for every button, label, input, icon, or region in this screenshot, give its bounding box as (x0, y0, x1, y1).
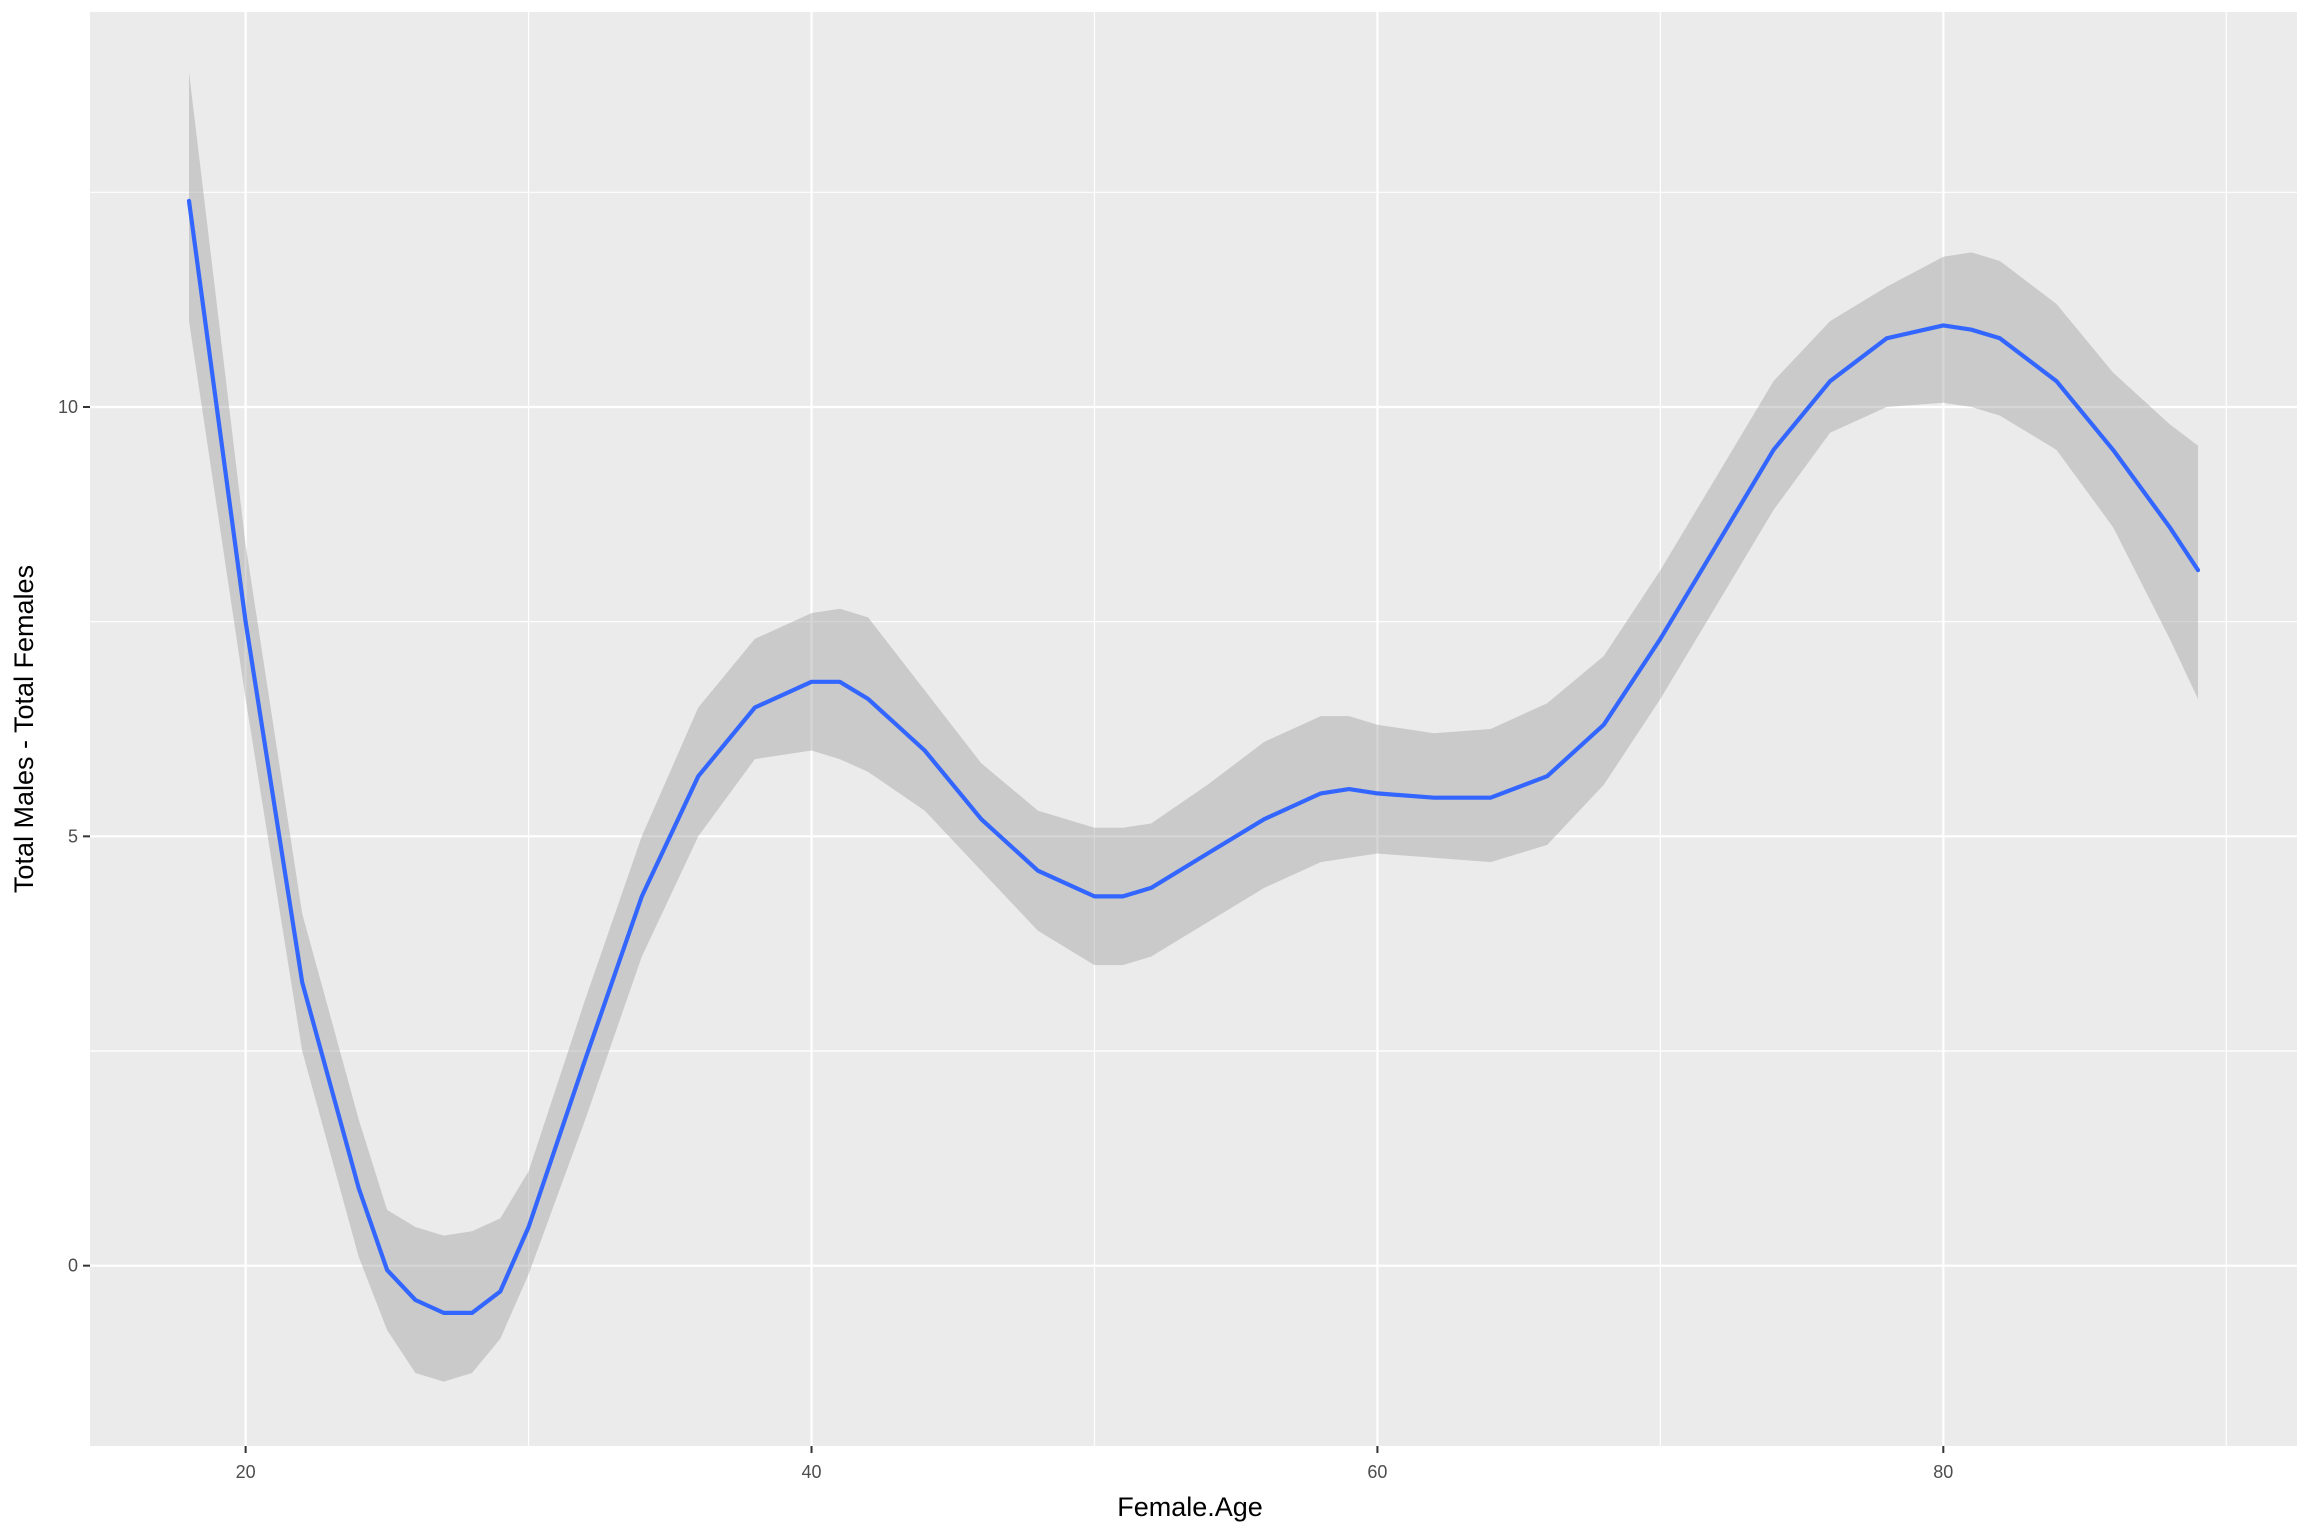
major-gridlines (90, 12, 2297, 1446)
x-tick-label: 60 (1367, 1462, 1387, 1482)
x-axis-ticks: 20 40 60 80 (236, 1446, 1953, 1482)
x-tick-label: 80 (1933, 1462, 1953, 1482)
y-tick-label: 10 (58, 397, 78, 417)
plot-panel (90, 12, 2297, 1446)
x-tick-label: 20 (236, 1462, 256, 1482)
confidence-ribbon (189, 72, 2198, 1382)
y-axis-ticks: 0 5 10 (58, 397, 90, 1276)
x-axis-title: Female.Age (1117, 1492, 1263, 1522)
y-axis-title: Total Males - Total Females (9, 565, 39, 893)
minor-gridlines (90, 12, 2297, 1446)
smooth-trend-line (186, 198, 2201, 1315)
x-tick-label: 40 (802, 1462, 822, 1482)
y-tick-label: 5 (68, 826, 78, 846)
y-tick-label: 0 (68, 1256, 78, 1276)
